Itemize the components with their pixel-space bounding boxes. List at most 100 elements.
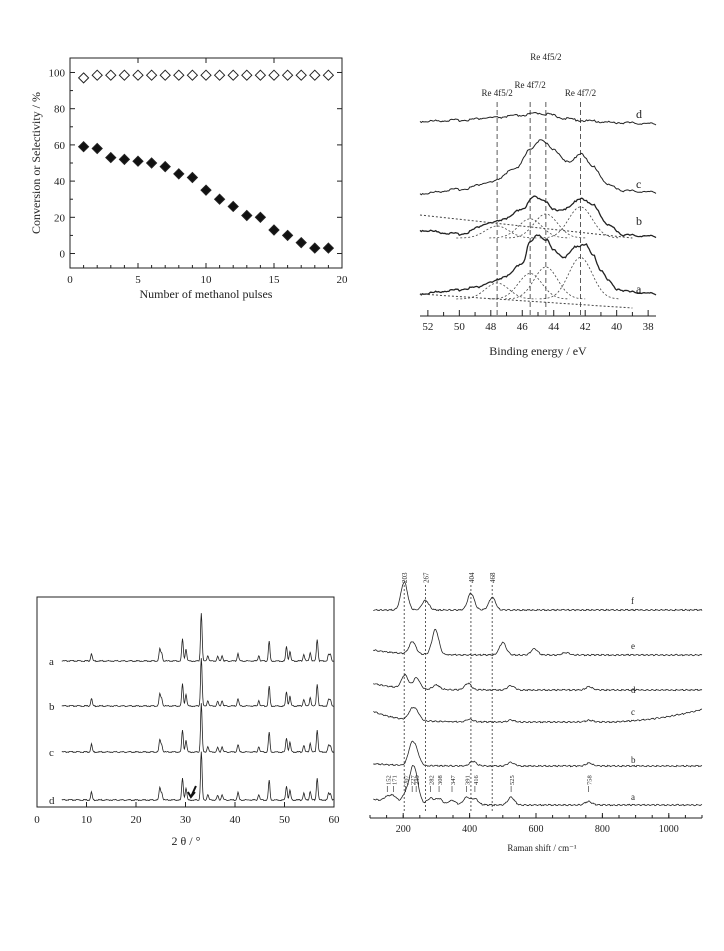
chart1-y-tick-label: 20 [54, 212, 66, 224]
conversion-point [91, 142, 103, 155]
chart4-xlabel: Raman shift / cm⁻¹ [507, 843, 576, 853]
conversion-point [159, 160, 171, 173]
chart3-x-tick-label: 30 [180, 814, 192, 826]
arrow-icon [187, 785, 197, 799]
conversion-point [227, 200, 239, 213]
chart4-reference-label: 468 [489, 572, 497, 583]
xps-component-b [489, 218, 570, 239]
chart1-y-tick-label: 0 [60, 249, 66, 261]
xps-component-a [489, 272, 570, 300]
chart3-x-tick-label: 40 [230, 814, 242, 826]
chart2-x-tick-label: 50 [454, 321, 466, 333]
chart1-ylabel: Conversion or Selectivity / % [29, 92, 43, 234]
chart2-peak-label: Re 4f7/2 [565, 88, 596, 98]
xps-component-a [456, 282, 537, 300]
chart4-a-peak-label: 416 [473, 775, 480, 786]
chart4-curve-label: f [631, 596, 634, 606]
conversion-point [200, 184, 212, 196]
chart3-x-tick-label: 0 [34, 814, 40, 826]
raman-curve-c [373, 706, 703, 724]
selectivity-point [281, 69, 294, 81]
xps-curve-a [419, 234, 657, 296]
selectivity-point [322, 69, 335, 81]
conversion-point [309, 242, 321, 254]
chart4-a-peak-label: 758 [586, 775, 593, 785]
conversion-point [118, 153, 131, 166]
chart4-x-tick-label: 600 [529, 824, 544, 835]
chart3-frame [36, 596, 335, 808]
chart4-a-peak-label: 391 [465, 775, 472, 785]
xrd-curve-c [61, 703, 334, 754]
selectivity-point [118, 69, 131, 81]
chart4-curve-label: c [631, 707, 635, 717]
chart4-x-tick-label: 400 [462, 824, 477, 835]
chart4-curve-label: e [631, 641, 635, 651]
selectivity-point [227, 69, 239, 81]
raman-curve-b [373, 740, 703, 768]
xps-component-a [539, 256, 620, 300]
chart4-reference-label: 267 [422, 572, 430, 583]
chart2-x-tick-label: 44 [548, 321, 560, 333]
chart3-curve-label: d [49, 795, 55, 807]
chart4-x-tick-label: 200 [396, 824, 411, 835]
selectivity-point [309, 69, 321, 81]
selectivity-point [145, 69, 158, 81]
chart1-y-tick-label: 60 [54, 140, 66, 152]
chart4-a-peak-label: 308 [437, 775, 444, 785]
conversion-point [186, 171, 199, 184]
chart1-y-tick-label: 40 [54, 176, 66, 188]
chart1-xlabel: Number of methanol pulses [140, 287, 273, 301]
xps-curve-b [419, 195, 657, 239]
chart1-x-tick-label: 0 [67, 274, 73, 286]
chart4-a-peak-label: 207 [404, 775, 411, 786]
chart1-x-tick-label: 15 [269, 274, 281, 286]
chart4-curve-label: a [631, 792, 635, 802]
conversion-point [105, 151, 117, 164]
chart-xps-spectra: Binding energy / eV 52 50 48 46 44 42 40 38 Re … [419, 52, 657, 358]
chart2-peak-label: Re 4f7/2 [515, 80, 546, 90]
chart2-x-tick-label: 42 [580, 321, 591, 333]
conversion-point [254, 211, 267, 224]
chart3-x-tick-label: 60 [329, 814, 341, 826]
chart1-y-tick-label: 80 [54, 104, 66, 116]
raman-curve-e [373, 628, 703, 657]
chart3-curve-label: c [49, 747, 54, 759]
xrd-curve-b [61, 658, 334, 708]
selectivity-point [295, 69, 307, 81]
chart1-x-tick-label: 5 [135, 274, 141, 286]
conversion-point [77, 140, 90, 153]
xps-component-b [505, 213, 586, 239]
chart2-x-tick-label: 52 [422, 321, 433, 333]
selectivity-point [105, 69, 117, 81]
conversion-point [132, 155, 144, 167]
xps-component-b [539, 206, 620, 239]
chart4-a-peak-label: 239 [414, 775, 421, 785]
xrd-curve-a [61, 613, 334, 663]
selectivity-point [200, 69, 212, 81]
xps-curve-c [419, 139, 657, 196]
chart3-x-tick-label: 20 [131, 814, 143, 826]
selectivity-point [173, 69, 185, 81]
chart1-x-tick-label: 20 [337, 274, 349, 286]
conversion-point [268, 224, 280, 236]
chart2-x-tick-label: 46 [517, 321, 529, 333]
conversion-point [213, 193, 226, 205]
chart2-curve-label: d [636, 107, 642, 121]
selectivity-point [77, 72, 90, 84]
conversion-point [173, 168, 185, 180]
raman-curve-d [373, 673, 703, 692]
chart4-reference-label: 404 [468, 572, 476, 583]
chart4-a-peak-label: 347 [450, 775, 457, 786]
chart3-x-tick-label: 50 [279, 814, 291, 826]
chart2-x-tick-label: 48 [485, 321, 497, 333]
chart3-curve-label: b [49, 701, 55, 713]
xps-baseline-b [419, 214, 633, 239]
chart4-x-tick-label: 800 [595, 824, 610, 835]
conversion-point [241, 209, 253, 222]
conversion-point [145, 157, 158, 169]
raman-curve-a [373, 765, 703, 807]
selectivity-point [241, 69, 253, 81]
chart4-curve-label: b [631, 755, 636, 765]
chart4-a-peak-label: 282 [428, 775, 435, 785]
selectivity-point [268, 69, 280, 81]
